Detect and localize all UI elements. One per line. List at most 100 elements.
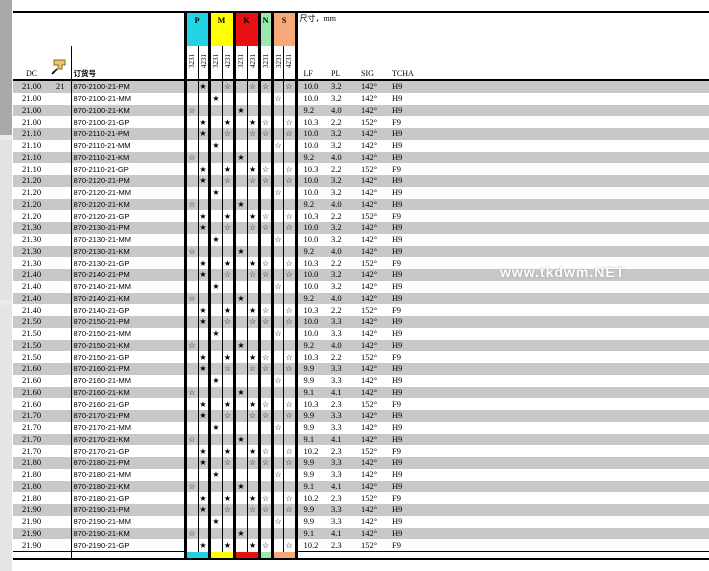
grade-mark: [221, 515, 235, 528]
grade-mark: [246, 92, 260, 105]
grade-mark: ★: [221, 445, 235, 457]
table-row: 21.30 870-2130-21-MM ★ ☆ 10.0 3.2 142° H9: [13, 233, 709, 246]
grade-mark: [282, 327, 298, 340]
holder-size-cell: [50, 151, 71, 164]
dc-cell: 21.50: [21, 328, 42, 339]
sig-cell: 152°: [361, 351, 378, 362]
pl-cell: 4.1: [325, 386, 356, 399]
row-filler: [420, 469, 709, 481]
table-row: 21.30 870-2130-21-KM ☆ ★ 9.2 4.0 142° H9: [13, 245, 709, 258]
grade-mark: [246, 386, 260, 399]
order-number: 870-2190-21-PM: [70, 504, 185, 516]
order-number: 870-2160-21-MM: [70, 374, 185, 387]
grade-mark: ☆: [282, 504, 298, 516]
lf-cell: 10.3: [303, 398, 319, 409]
dc-cell: 21.60: [13, 363, 50, 375]
strip-blank: [70, 551, 185, 560]
grade-mark: [207, 363, 223, 375]
grade-mark: ★: [221, 492, 235, 504]
grade-mark: ☆: [246, 410, 260, 422]
grade-mark: [270, 480, 284, 493]
holder-size-cell: [50, 316, 71, 328]
grade-mark: [197, 421, 210, 434]
sig-cell: 152°: [361, 116, 378, 127]
grade-mark: ★: [232, 292, 248, 305]
grade-mark: [197, 468, 210, 481]
table-row: 21.60 870-2160-21-KM ☆ ★ 9.1 4.1 142° H9: [13, 386, 709, 399]
grade-mark: ★: [246, 210, 260, 222]
order-number: 870-2190-21-KM: [70, 527, 185, 540]
pl-cell: 3.3: [325, 457, 356, 469]
lf-cell: 9.2: [296, 339, 326, 352]
row-filler: [420, 163, 709, 175]
sig-cell: 152°: [361, 257, 378, 268]
lf-cell: 10.0: [296, 80, 326, 93]
grade-mark: ☆: [257, 210, 273, 222]
grade-mark: ☆: [257, 175, 273, 187]
grade-mark: [232, 363, 248, 375]
grade-mark: [282, 386, 298, 399]
grade-mark: ☆: [282, 398, 298, 410]
grade-mark: [257, 245, 273, 258]
grade-mark: [207, 539, 223, 552]
grade-mark: [183, 257, 198, 269]
grade-label: 3231: [232, 46, 248, 81]
grade-mark: ☆: [270, 280, 284, 293]
grade-mark: ★: [207, 421, 223, 434]
table-row: 21.40 870-2140-21-PM ★ ☆ ☆ ☆ ☆ 10.0 3.2 142° H9: [13, 269, 709, 281]
grade-mark: ☆: [257, 504, 273, 516]
grade-mark: ★: [197, 222, 210, 234]
holder-size-cell: [50, 351, 71, 363]
lf-cell: 10.0: [303, 234, 319, 245]
row-filler: [420, 104, 709, 117]
sig-cell: 142°: [361, 516, 378, 527]
holder-size-cell: [50, 234, 71, 246]
grade-mark: [270, 339, 284, 352]
grade-mark: [246, 233, 260, 246]
lf-cell: 10.3: [303, 116, 319, 127]
grade-mark: ☆: [257, 304, 273, 316]
grade-mark: [197, 515, 210, 528]
table-row: 21.50 870-2150-21-MM ★ ☆ 10.0 3.3 142° H9: [13, 327, 709, 340]
grade-mark: [197, 480, 210, 493]
lf-cell: 10.0: [296, 269, 326, 281]
lf-cell: 10.0: [303, 281, 319, 292]
grade-mark: [270, 386, 284, 399]
grade-mark: [183, 222, 198, 234]
grade-mark: ★: [197, 504, 210, 516]
grade-mark: [183, 363, 198, 375]
holder-size-cell: [50, 222, 71, 234]
lf-cell: 10.3: [303, 304, 319, 315]
pl-cell: 3.3: [325, 410, 356, 422]
grade-mark: [257, 527, 273, 540]
grade-mark: [270, 504, 284, 516]
lf-cell: 9.2: [296, 292, 326, 305]
pl-cell: 2.2: [331, 351, 342, 362]
grade-mark: [270, 245, 284, 258]
dc-cell: 21.20: [21, 187, 42, 198]
row-filler: [420, 281, 709, 293]
tcha-cell: H9: [392, 80, 421, 93]
grade-mark: [282, 92, 298, 105]
lf-cell: 9.9: [303, 375, 315, 386]
grade-mark: ★: [221, 539, 235, 552]
grade-mark: [221, 233, 235, 246]
lf-cell: 10.0: [296, 175, 326, 187]
grade-mark: [207, 504, 223, 516]
grade-mark: [232, 116, 248, 128]
grade-mark: [257, 151, 273, 164]
grade-mark: [246, 151, 260, 164]
tcha-cell: H9: [392, 339, 421, 352]
table-row: 21.20 870-2120-21-GP ★ ★ ★ ☆ ☆ 10.3 2.2 152° F9: [13, 210, 709, 222]
grade-mark: ☆: [270, 421, 284, 434]
grade-mark: [183, 515, 198, 528]
row-filler: [420, 234, 709, 246]
grade-mark: [257, 139, 273, 152]
order-number: 870-2160-21-KM: [70, 386, 185, 399]
grade-mark: [183, 92, 198, 105]
grade-mark: ☆: [246, 457, 260, 469]
grade-mark: [221, 139, 235, 152]
sig-cell: 142°: [355, 80, 393, 93]
row-filler: [420, 527, 709, 540]
grade-mark: [197, 233, 210, 246]
